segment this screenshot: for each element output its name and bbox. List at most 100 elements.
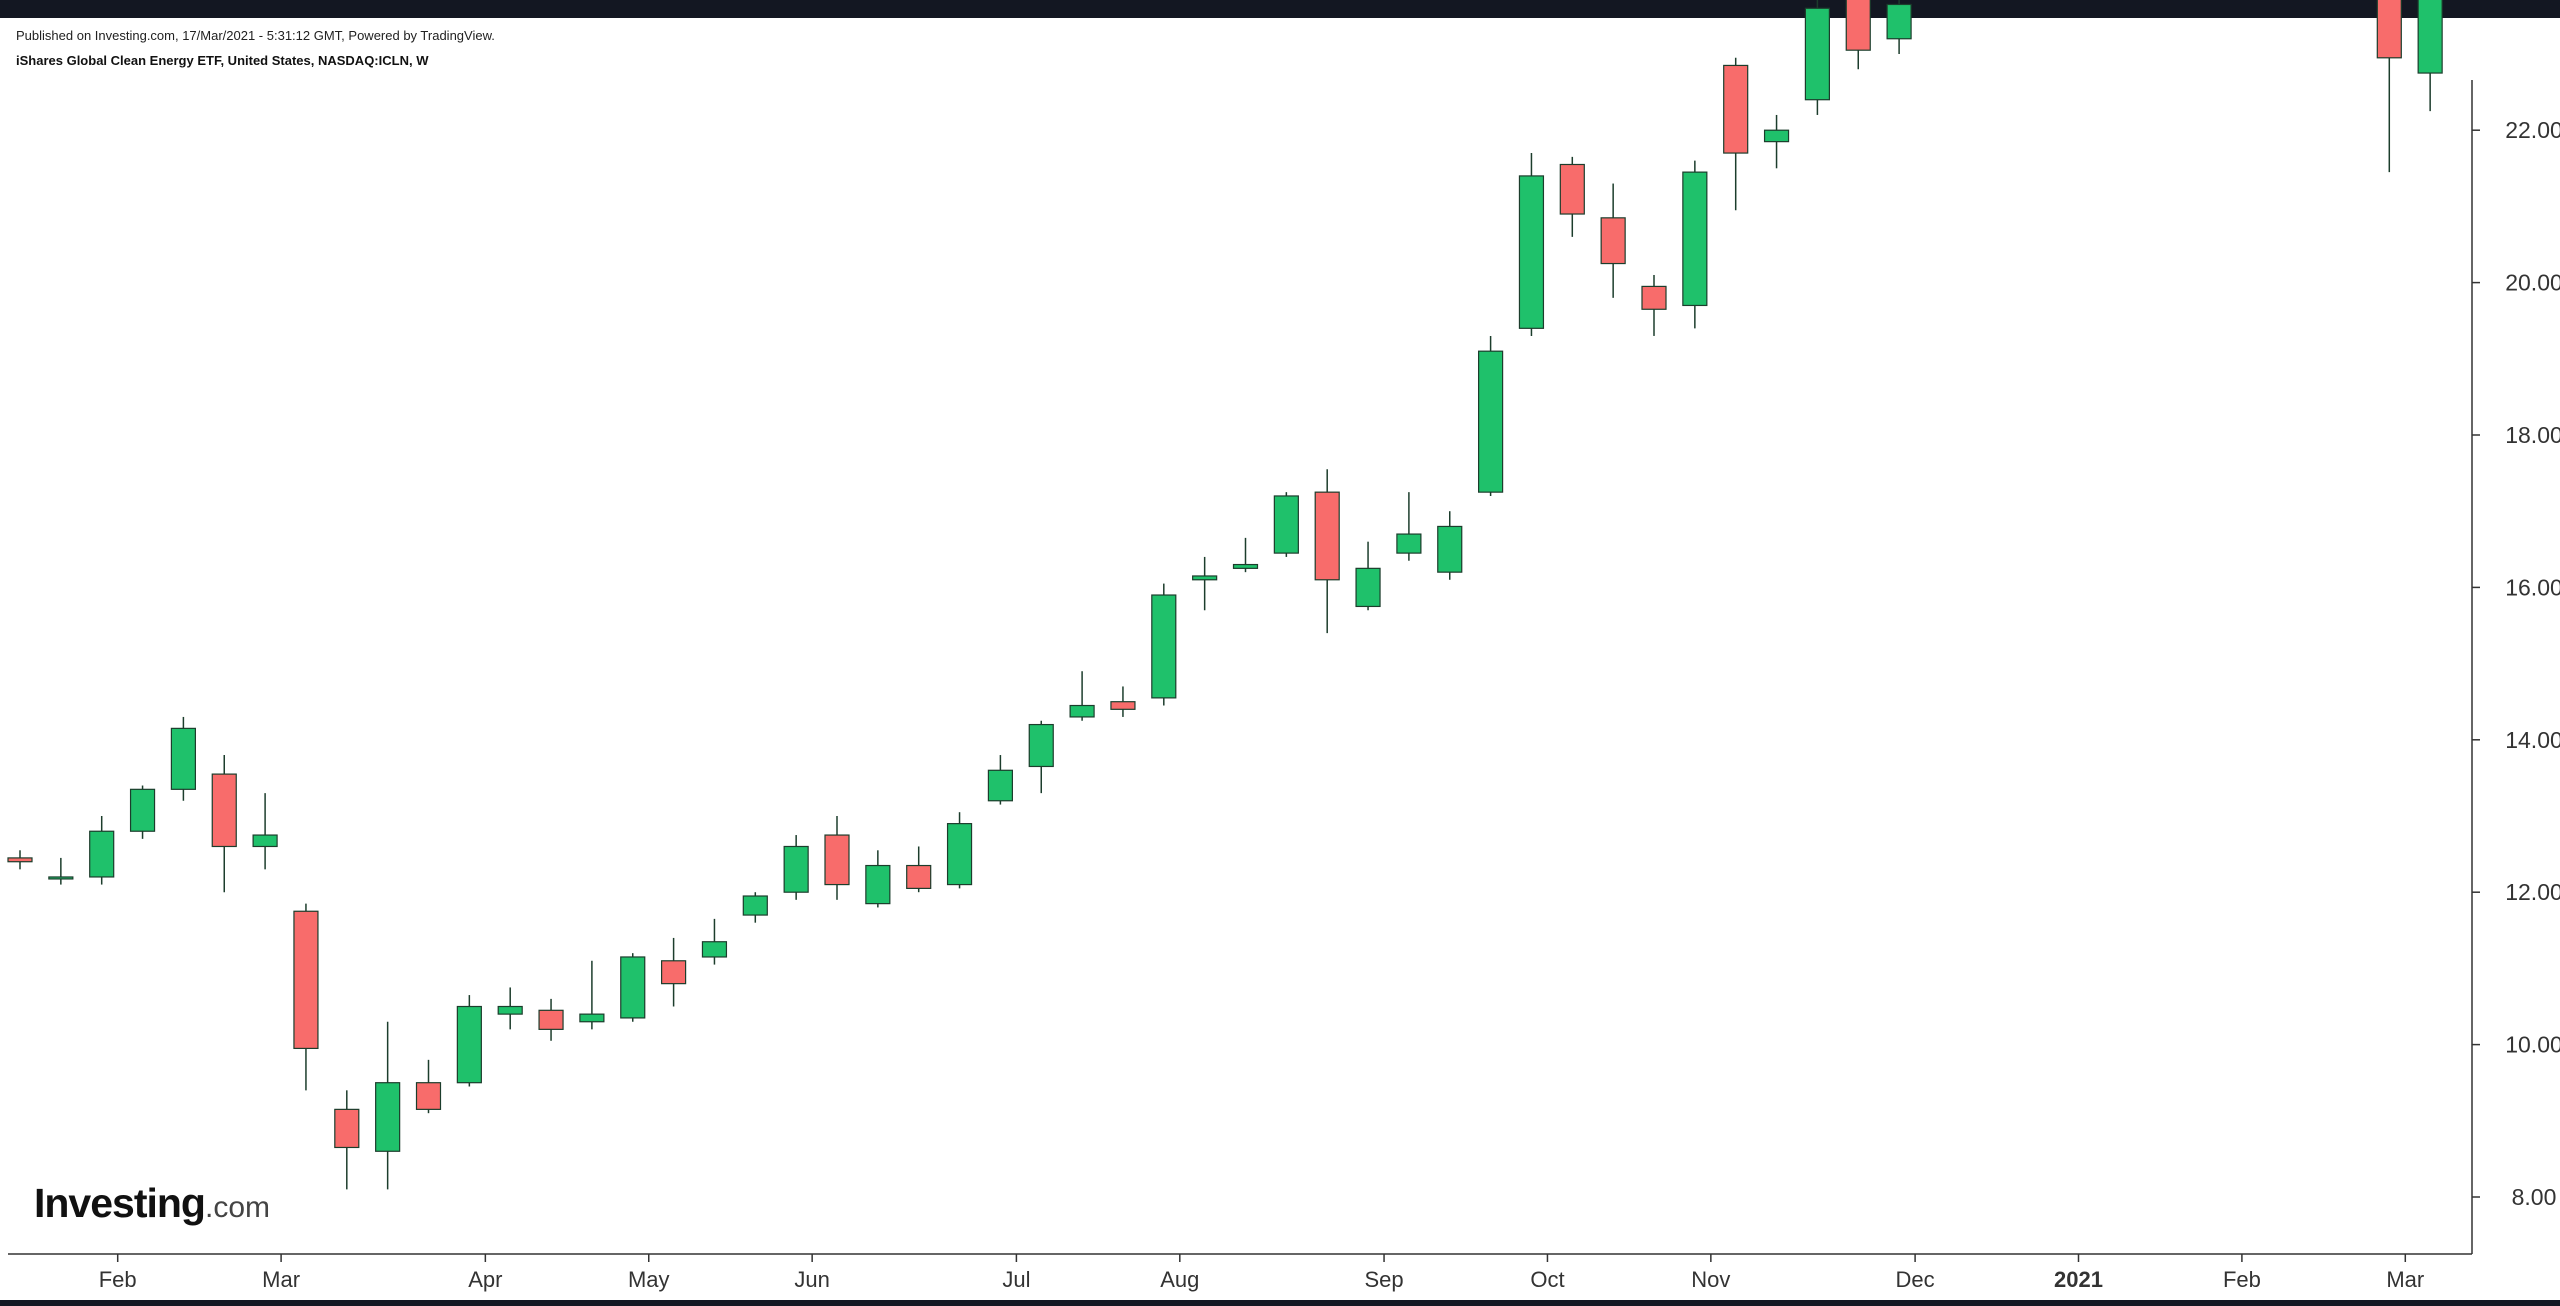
candle — [456, 995, 482, 1087]
candle — [1804, 0, 1831, 115]
top-bar — [0, 0, 2560, 18]
candle-body-up — [1273, 495, 1299, 554]
candle — [906, 846, 932, 893]
candle — [1559, 156, 1585, 237]
candle-body-up — [1763, 129, 1790, 143]
candle — [1518, 153, 1545, 336]
candle — [824, 816, 850, 900]
candle — [1886, 0, 1912, 54]
x-tick-label: Mar — [2386, 1267, 2424, 1292]
candle — [129, 785, 156, 839]
candle — [1845, 0, 1871, 70]
candle-body-down — [2376, 0, 2402, 59]
candle-body-down — [906, 864, 932, 889]
candles-group — [7, 0, 2443, 1190]
candle-body-down — [7, 857, 33, 863]
axes-group — [8, 80, 2473, 1255]
candle-body-down — [334, 1108, 360, 1149]
candle — [2417, 0, 2443, 112]
x-tick-label: 2021 — [2054, 1267, 2103, 1292]
x-tick-label: Jun — [794, 1267, 829, 1292]
candle-body-up — [1518, 175, 1545, 329]
candle-body-up — [1151, 594, 1177, 699]
candle-body-down — [1723, 64, 1749, 154]
candle — [538, 998, 564, 1041]
candle-body-up — [1437, 525, 1463, 573]
candle-body-up — [701, 941, 728, 958]
x-tick-label: Dec — [1896, 1267, 1935, 1292]
candle-body-up — [1069, 704, 1095, 718]
candle — [334, 1090, 360, 1190]
candle — [1396, 492, 1422, 561]
candle-body-down — [415, 1082, 442, 1110]
candle — [211, 755, 237, 893]
investing-logo: Investing.com — [34, 1180, 270, 1227]
candle — [252, 793, 278, 870]
candle-body-up — [497, 1005, 523, 1015]
candle-body-up — [1355, 567, 1381, 608]
candle-body-up — [1886, 3, 1912, 40]
candle — [1192, 556, 1218, 611]
y-tick-label: 18.00 — [2505, 422, 2560, 448]
candle-body-up — [865, 864, 891, 905]
logo-suffix: .com — [204, 1191, 270, 1224]
bottom-bar — [0, 1300, 2560, 1306]
candle — [946, 812, 973, 889]
x-tick-label: Feb — [99, 1267, 137, 1292]
candle-body-up — [946, 823, 973, 886]
candle — [1641, 274, 1667, 336]
candle-body-up — [1682, 171, 1708, 307]
candle-body-up — [742, 895, 768, 916]
candle — [497, 987, 523, 1030]
x-tick-label: Jul — [1002, 1267, 1030, 1292]
y-tick-label: 10.00 — [2505, 1032, 2560, 1058]
candle — [293, 903, 319, 1091]
candle — [1314, 469, 1340, 634]
candle-body-up — [48, 876, 74, 880]
x-tick-label: Apr — [468, 1267, 502, 1292]
candle — [1069, 671, 1095, 721]
x-axis-ticks: Feb Mar Apr May Jun Jul Aug Sep Oct Nov Dec 2021 Feb… — [99, 1254, 2424, 1292]
candle — [865, 850, 891, 908]
candle-body-up — [1028, 723, 1054, 768]
candle-body-down — [1110, 701, 1136, 710]
candle — [2376, 0, 2402, 173]
candle-body-up — [375, 1082, 401, 1152]
candle — [1763, 114, 1790, 169]
y-tick-label: 20.00 — [2505, 270, 2560, 296]
candle — [48, 857, 74, 885]
candle — [742, 892, 768, 923]
x-tick-label: Sep — [1364, 1267, 1403, 1292]
candle — [1682, 160, 1708, 329]
candle-body-up — [1192, 575, 1218, 581]
candle — [1723, 57, 1749, 211]
candle — [89, 816, 115, 885]
x-tick-label: Oct — [1530, 1267, 1564, 1292]
y-tick-label: 14.00 — [2505, 727, 2560, 753]
y-tick-label: 22.00 — [2505, 117, 2560, 143]
candle-body-down — [1314, 491, 1340, 581]
candle-body-down — [1845, 0, 1871, 51]
y-axis-ticks: 8.0010.0012.0014.0016.0018.0020.0022.002… — [2472, 117, 2560, 1210]
candle — [1355, 541, 1381, 611]
candle-body-up — [620, 956, 646, 1019]
candle — [579, 960, 605, 1030]
candle-body-down — [660, 960, 687, 985]
candle — [1477, 335, 1504, 496]
y-tick-label: 8.00 — [2512, 1184, 2557, 1210]
candle-body-up — [1232, 563, 1259, 569]
candle — [783, 835, 809, 900]
candle-body-up — [1396, 533, 1422, 554]
candle-body-up — [170, 727, 196, 790]
candle-body-up — [129, 788, 156, 832]
y-tick-label: 12.00 — [2505, 879, 2560, 905]
candle-body-up — [89, 830, 115, 878]
candle — [1110, 686, 1136, 717]
candle-body-up — [2417, 0, 2443, 74]
candle — [170, 716, 196, 801]
candle — [620, 953, 646, 1022]
x-tick-label: Aug — [1160, 1267, 1199, 1292]
symbol-title: iShares Global Clean Energy ETF, United … — [16, 53, 429, 68]
candle — [1273, 492, 1299, 557]
